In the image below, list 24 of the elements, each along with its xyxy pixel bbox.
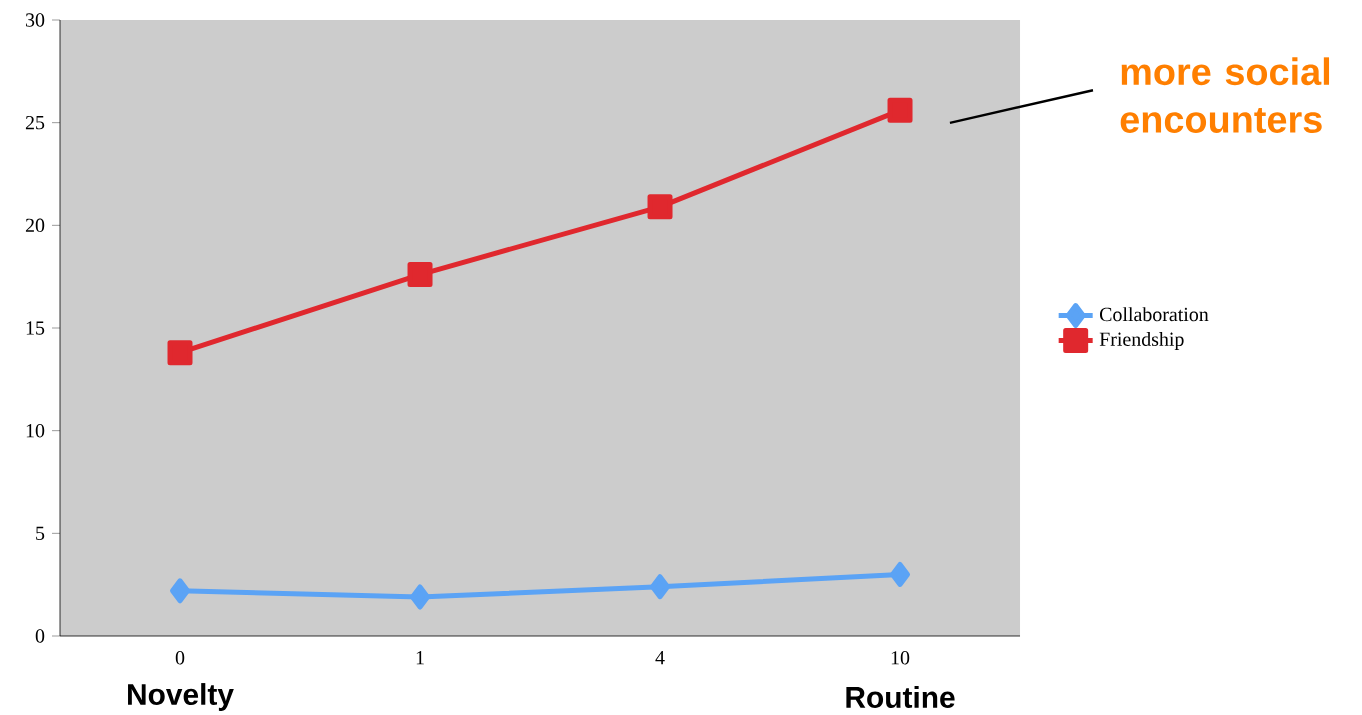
legend-label: Collaboration <box>1099 307 1209 322</box>
x-tick-label: 10 <box>891 651 910 665</box>
y-tick-label: 30 <box>26 13 45 27</box>
point <box>167 340 193 366</box>
y-tick-label: 0 <box>35 629 45 643</box>
point <box>647 194 673 220</box>
point <box>410 584 431 610</box>
y-tick-label: 20 <box>25 218 45 233</box>
y-tick-label: 25 <box>25 115 45 130</box>
text: Routine <box>846 686 955 708</box>
point <box>650 574 671 600</box>
x-tick-label: 4 <box>655 651 665 665</box>
point <box>170 578 191 604</box>
text: more social encounters <box>1120 57 1330 133</box>
y-tick-label: 5 <box>36 526 45 540</box>
x-tick-label: 0 <box>175 651 185 665</box>
point <box>887 97 913 123</box>
y-tick-label: 15 <box>26 321 45 335</box>
legend-label: Friendship <box>1099 331 1184 351</box>
x-tick-label: 1 <box>416 651 424 665</box>
point <box>890 561 911 587</box>
y-tick-label: 10 <box>26 423 45 438</box>
point <box>407 262 433 288</box>
text: Novelty <box>128 683 234 711</box>
